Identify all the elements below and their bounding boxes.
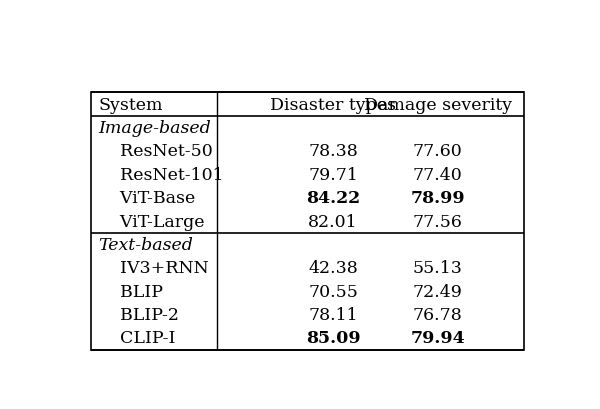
Text: 84.22: 84.22: [306, 190, 360, 207]
Text: Image-based: Image-based: [98, 120, 211, 137]
Text: 82.01: 82.01: [308, 213, 358, 230]
Text: 42.38: 42.38: [308, 260, 358, 276]
Text: 79.71: 79.71: [308, 166, 358, 183]
Text: Disaster types: Disaster types: [270, 97, 396, 113]
Text: 77.60: 77.60: [413, 143, 463, 160]
Text: BLIP: BLIP: [98, 283, 163, 300]
Text: 85.09: 85.09: [306, 330, 361, 347]
Text: ViT-Base: ViT-Base: [98, 190, 196, 207]
Text: 55.13: 55.13: [413, 260, 463, 276]
Text: ResNet-50: ResNet-50: [98, 143, 213, 160]
Text: System: System: [98, 97, 163, 113]
Text: 76.78: 76.78: [413, 306, 463, 324]
Text: CLIP-I: CLIP-I: [98, 330, 176, 347]
Text: Damage severity: Damage severity: [364, 97, 512, 113]
Text: BLIP-2: BLIP-2: [98, 306, 179, 324]
Text: IV3+RNN: IV3+RNN: [98, 260, 209, 276]
Text: 79.94: 79.94: [410, 330, 465, 347]
Text: 72.49: 72.49: [413, 283, 463, 300]
Text: ViT-Large: ViT-Large: [98, 213, 205, 230]
Text: 78.38: 78.38: [308, 143, 358, 160]
Text: 77.40: 77.40: [413, 166, 463, 183]
Text: 78.99: 78.99: [410, 190, 465, 207]
Text: ResNet-101: ResNet-101: [98, 166, 224, 183]
Bar: [91, 93, 524, 350]
Text: Text-based: Text-based: [98, 236, 193, 253]
Text: 70.55: 70.55: [308, 283, 358, 300]
Text: 78.11: 78.11: [308, 306, 358, 324]
Text: 77.56: 77.56: [413, 213, 463, 230]
